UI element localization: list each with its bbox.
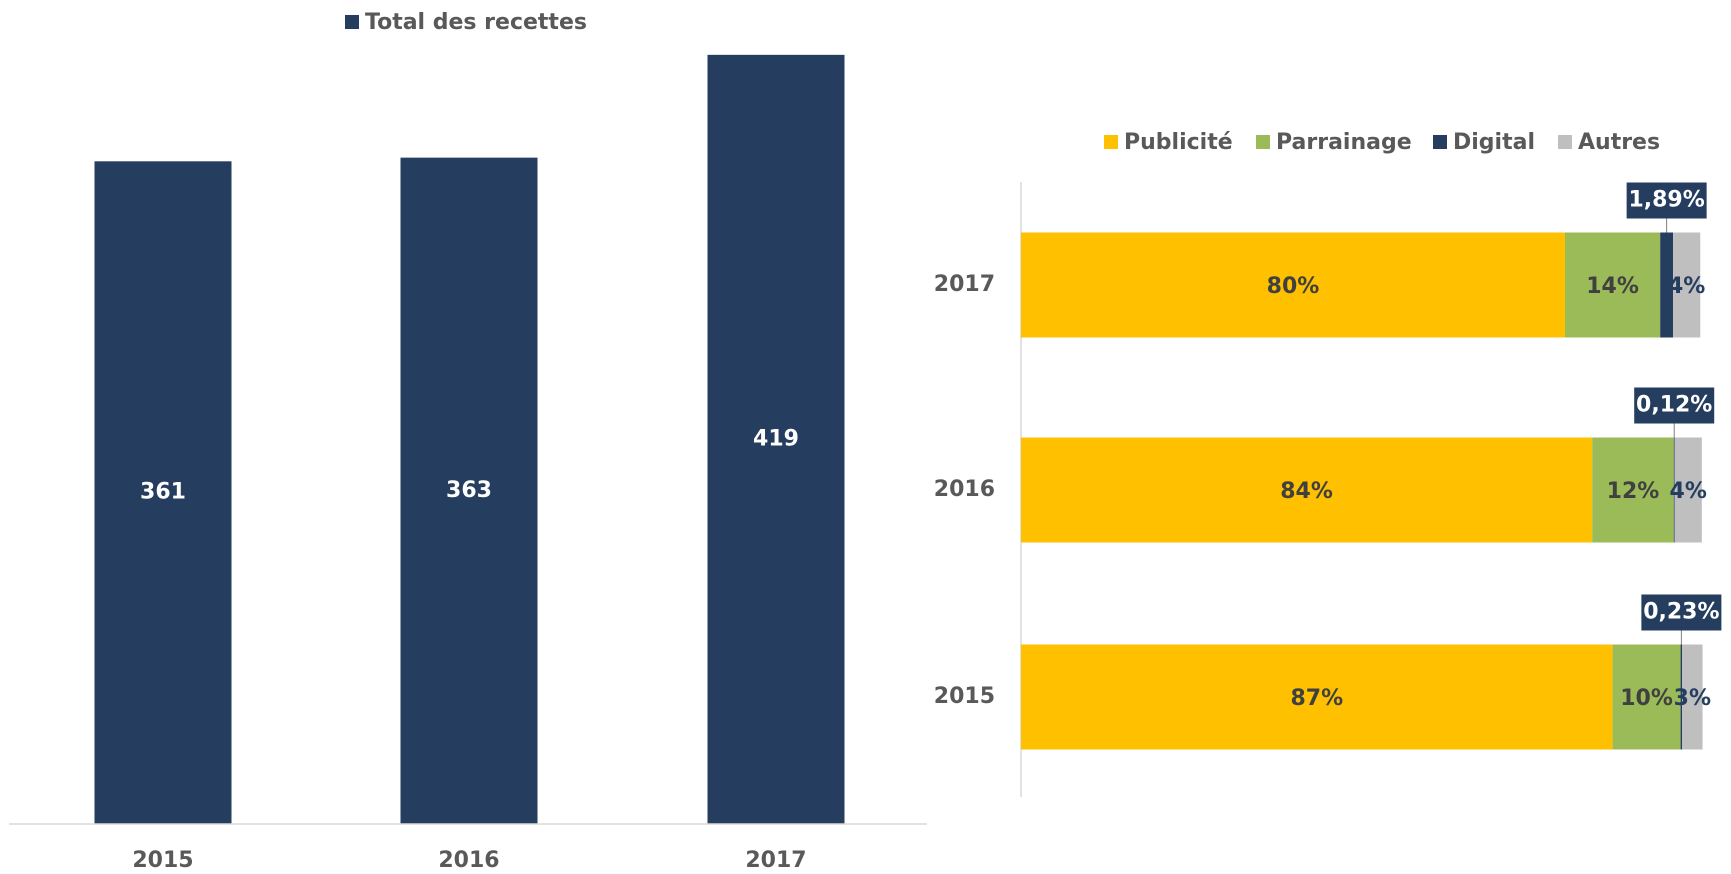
x-tick-label: 2017 xyxy=(745,848,806,873)
legend-swatch xyxy=(345,15,359,29)
bar xyxy=(94,161,232,825)
y-tick-label: 2015 xyxy=(934,684,995,709)
y-tick-label: 2016 xyxy=(934,477,995,502)
data-label: 0,12% xyxy=(1636,393,1712,418)
bar-segment xyxy=(1021,437,1593,543)
data-label: 80% xyxy=(1267,274,1320,299)
legend-label: Total des recettes xyxy=(365,10,587,35)
bar-segment xyxy=(1682,644,1703,750)
legend-swatch xyxy=(1256,135,1270,149)
legend-label: Digital xyxy=(1453,130,1535,155)
data-label: 14% xyxy=(1586,274,1639,299)
y-tick-label: 2017 xyxy=(934,272,995,297)
bar-segment xyxy=(1660,232,1674,338)
bar-segment xyxy=(1673,437,1675,543)
bar-segment xyxy=(1674,437,1702,543)
legend-label: Autres xyxy=(1578,130,1660,155)
bar-segment xyxy=(1592,437,1674,543)
x-tick-label: 2016 xyxy=(438,848,499,873)
data-label: 4% xyxy=(1668,274,1705,299)
bar-segment xyxy=(1021,644,1613,750)
bar-segment xyxy=(1612,644,1681,750)
data-label: 10% xyxy=(1620,686,1673,711)
legend-label: Parrainage xyxy=(1276,130,1412,155)
data-label: 0,23% xyxy=(1643,600,1719,625)
bar-label: 419 xyxy=(753,426,799,451)
data-label: 87% xyxy=(1290,686,1343,711)
bar-segment xyxy=(1680,644,1683,750)
legend-swatch xyxy=(1433,135,1447,149)
callout-box xyxy=(1641,594,1722,631)
legend-swatch xyxy=(1558,135,1572,149)
bar-label: 361 xyxy=(140,480,186,505)
data-label: 12% xyxy=(1607,479,1660,504)
callout-box xyxy=(1626,182,1707,219)
callout-box xyxy=(1634,387,1715,424)
legend-swatch xyxy=(1104,135,1118,149)
bar-segment xyxy=(1673,232,1701,338)
bar xyxy=(400,157,538,824)
data-label: 3% xyxy=(1674,686,1711,711)
data-label: 84% xyxy=(1280,479,1333,504)
bar-segment xyxy=(1565,232,1661,338)
bar-segment xyxy=(1021,232,1565,338)
bar xyxy=(707,54,845,825)
data-label: 4% xyxy=(1670,479,1707,504)
data-label: 1,89% xyxy=(1628,188,1704,213)
x-tick-label: 2015 xyxy=(132,848,193,873)
bar-label: 363 xyxy=(446,478,492,503)
legend-label: Publicité xyxy=(1124,130,1233,155)
